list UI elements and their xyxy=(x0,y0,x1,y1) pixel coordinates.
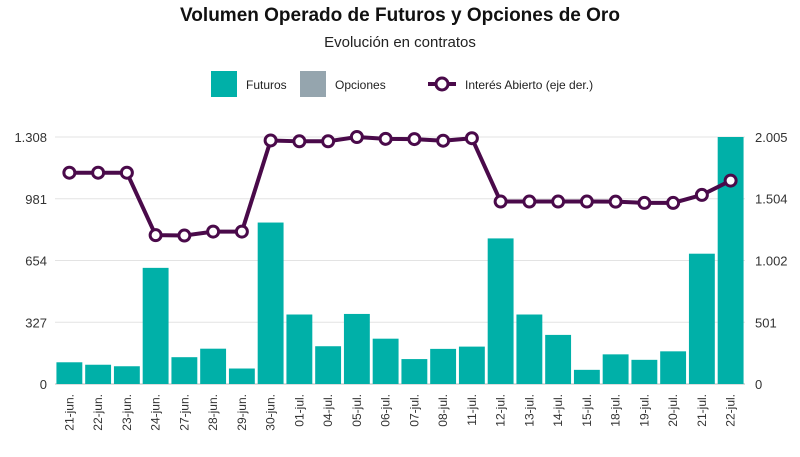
x-tick-label: 18-jul. xyxy=(609,394,623,427)
line-point xyxy=(206,224,221,239)
chart-subtitle: Evolución en contratos xyxy=(324,34,476,51)
x-tick-label: 13-jul. xyxy=(522,394,536,427)
y-right-tick-label: 0 xyxy=(755,377,762,392)
bar-futuros xyxy=(458,346,485,384)
line-point xyxy=(723,173,738,188)
bar-futuros xyxy=(113,366,140,384)
x-tick-label: 24-jun. xyxy=(149,394,163,431)
line-point xyxy=(493,194,508,209)
x-tick-label: 22-jul. xyxy=(724,394,738,427)
bar-futuros xyxy=(171,357,198,384)
x-tick-label: 21-jun. xyxy=(62,394,76,431)
x-tick-label: 20-jul. xyxy=(666,394,680,427)
bar-futuros xyxy=(200,348,227,384)
x-tick-label: 30-jun. xyxy=(264,394,278,431)
bar-futuros xyxy=(286,314,313,384)
bar-futuros xyxy=(56,362,83,384)
bar-futuros xyxy=(430,348,457,384)
bar-futuros xyxy=(142,267,169,384)
line-point xyxy=(292,134,307,149)
x-tick-label: 27-jun. xyxy=(177,394,191,431)
chart-title: Volumen Operado de Futuros y Opciones de… xyxy=(180,5,620,26)
line-point xyxy=(436,133,451,148)
y-right-tick-label: 1.002 xyxy=(755,254,788,269)
line-point xyxy=(148,228,163,243)
x-tick-label: 15-jul. xyxy=(580,394,594,427)
line-point xyxy=(234,224,249,239)
y-left-tick-label: 1.308 xyxy=(14,130,47,145)
line-point xyxy=(321,134,336,149)
legend-label-opciones: Opciones xyxy=(335,78,386,92)
x-tick-label: 29-jun. xyxy=(235,394,249,431)
legend-swatch-point xyxy=(434,76,450,92)
x-tick-label: 06-jul. xyxy=(379,394,393,427)
y-left-tick-label: 654 xyxy=(25,254,47,269)
line-point xyxy=(551,194,566,209)
legend-swatch-opciones xyxy=(300,71,326,97)
bar-futuros xyxy=(372,338,399,384)
line-interes-abierto xyxy=(69,135,732,238)
x-tick-label: 22-jun. xyxy=(91,394,105,431)
line-point xyxy=(464,131,479,146)
line-point xyxy=(666,195,681,210)
x-tick-label: 01-jul. xyxy=(292,394,306,427)
line-point xyxy=(637,195,652,210)
y-right-tick-label: 501 xyxy=(755,315,777,330)
x-tick-label: 28-jun. xyxy=(206,394,220,431)
line-point xyxy=(91,165,106,180)
x-tick-label: 21-jul. xyxy=(695,394,709,427)
bar-futuros xyxy=(401,359,428,384)
bar-futuros xyxy=(545,334,572,384)
line-point xyxy=(177,228,192,243)
bar-futuros xyxy=(257,222,284,384)
legend-label-futuros: Futuros xyxy=(246,78,287,92)
legend-swatch-futuros xyxy=(211,71,237,97)
x-tick-label: 05-jul. xyxy=(350,394,364,427)
bar-futuros xyxy=(315,346,342,384)
line-point xyxy=(407,132,422,147)
bar-futuros xyxy=(602,354,629,384)
line-point xyxy=(119,165,134,180)
bar-futuros xyxy=(573,369,600,384)
x-tick-label: 19-jul. xyxy=(637,394,651,427)
y-left-tick-label: 327 xyxy=(25,315,47,330)
y-right-tick-label: 1.504 xyxy=(755,192,788,207)
bar-futuros xyxy=(85,364,112,384)
line-point xyxy=(263,133,278,148)
bar-futuros xyxy=(688,253,715,384)
y-left-tick-label: 0 xyxy=(40,377,47,392)
line-point xyxy=(378,131,393,146)
bar-futuros xyxy=(660,351,687,384)
line-point xyxy=(608,194,623,209)
x-tick-label: 11-jul. xyxy=(465,394,479,426)
legend-label-interes: Interés Abierto (eje der.) xyxy=(465,78,593,92)
x-tick-label: 07-jul. xyxy=(407,394,421,427)
x-tick-label: 04-jul. xyxy=(321,394,335,427)
line-point xyxy=(579,194,594,209)
x-tick-label: 23-jun. xyxy=(120,394,134,431)
x-tick-label: 14-jul. xyxy=(551,394,565,427)
bar-futuros xyxy=(516,314,543,384)
line-point xyxy=(349,130,364,144)
bar-futuros xyxy=(228,368,255,384)
line-point xyxy=(522,194,537,209)
x-tick-label: 12-jul. xyxy=(494,394,508,427)
bar-futuros xyxy=(343,313,370,384)
y-left-tick-label: 981 xyxy=(25,192,47,207)
bar-futuros xyxy=(487,238,514,384)
y-right-tick-label: 2.005 xyxy=(755,130,788,145)
bar-futuros xyxy=(631,359,658,384)
line-point xyxy=(62,165,77,180)
line-point xyxy=(694,187,709,202)
x-tick-label: 08-jul. xyxy=(436,394,450,427)
